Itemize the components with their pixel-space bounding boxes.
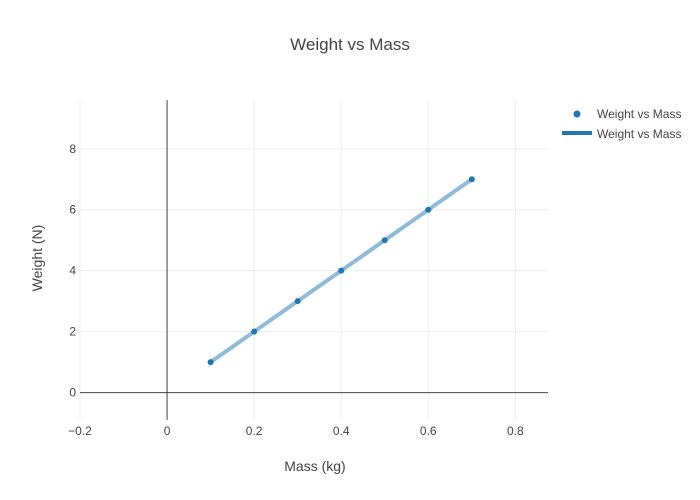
legend-marker-symbol: [573, 110, 581, 118]
plot-area: [207, 176, 475, 366]
legend-item-line[interactable]: Weight vs Mass: [562, 127, 681, 141]
x-tick-label: −0.2: [68, 424, 92, 438]
x-tick-label: 0: [164, 424, 171, 438]
legend[interactable]: Weight vs Mass Weight vs Mass: [562, 107, 681, 141]
chart-title: Weight vs Mass: [290, 35, 410, 54]
data-point: [381, 237, 388, 244]
y-tick-label: 0: [69, 386, 76, 400]
y-tick-label: 6: [69, 203, 76, 217]
y-tick-label: 4: [69, 264, 76, 278]
data-point: [425, 206, 432, 213]
grid: [79, 100, 548, 420]
y-tick-label: 2: [69, 325, 76, 339]
data-point: [251, 328, 258, 335]
legend-label-markers: Weight vs Mass: [597, 107, 681, 121]
data-point: [338, 267, 345, 274]
x-axis-title: Mass (kg): [284, 458, 345, 474]
tick-labels: −0.2 0 0.2 0.4 0.6 0.8 0 2 4 6 8: [68, 142, 524, 438]
x-tick-label: 0.4: [333, 424, 350, 438]
data-point: [468, 176, 475, 183]
axes: [80, 100, 548, 420]
data-point: [207, 359, 214, 366]
legend-item-markers[interactable]: Weight vs Mass: [573, 107, 682, 121]
x-tick-label: 0.6: [420, 424, 437, 438]
x-tick-label: 0.2: [246, 424, 263, 438]
y-tick-label: 8: [69, 142, 76, 156]
y-axis-title: Weight (N): [29, 225, 45, 292]
legend-label-line: Weight vs Mass: [597, 127, 681, 141]
x-tick-label: 0.8: [507, 424, 524, 438]
data-point: [294, 298, 301, 305]
